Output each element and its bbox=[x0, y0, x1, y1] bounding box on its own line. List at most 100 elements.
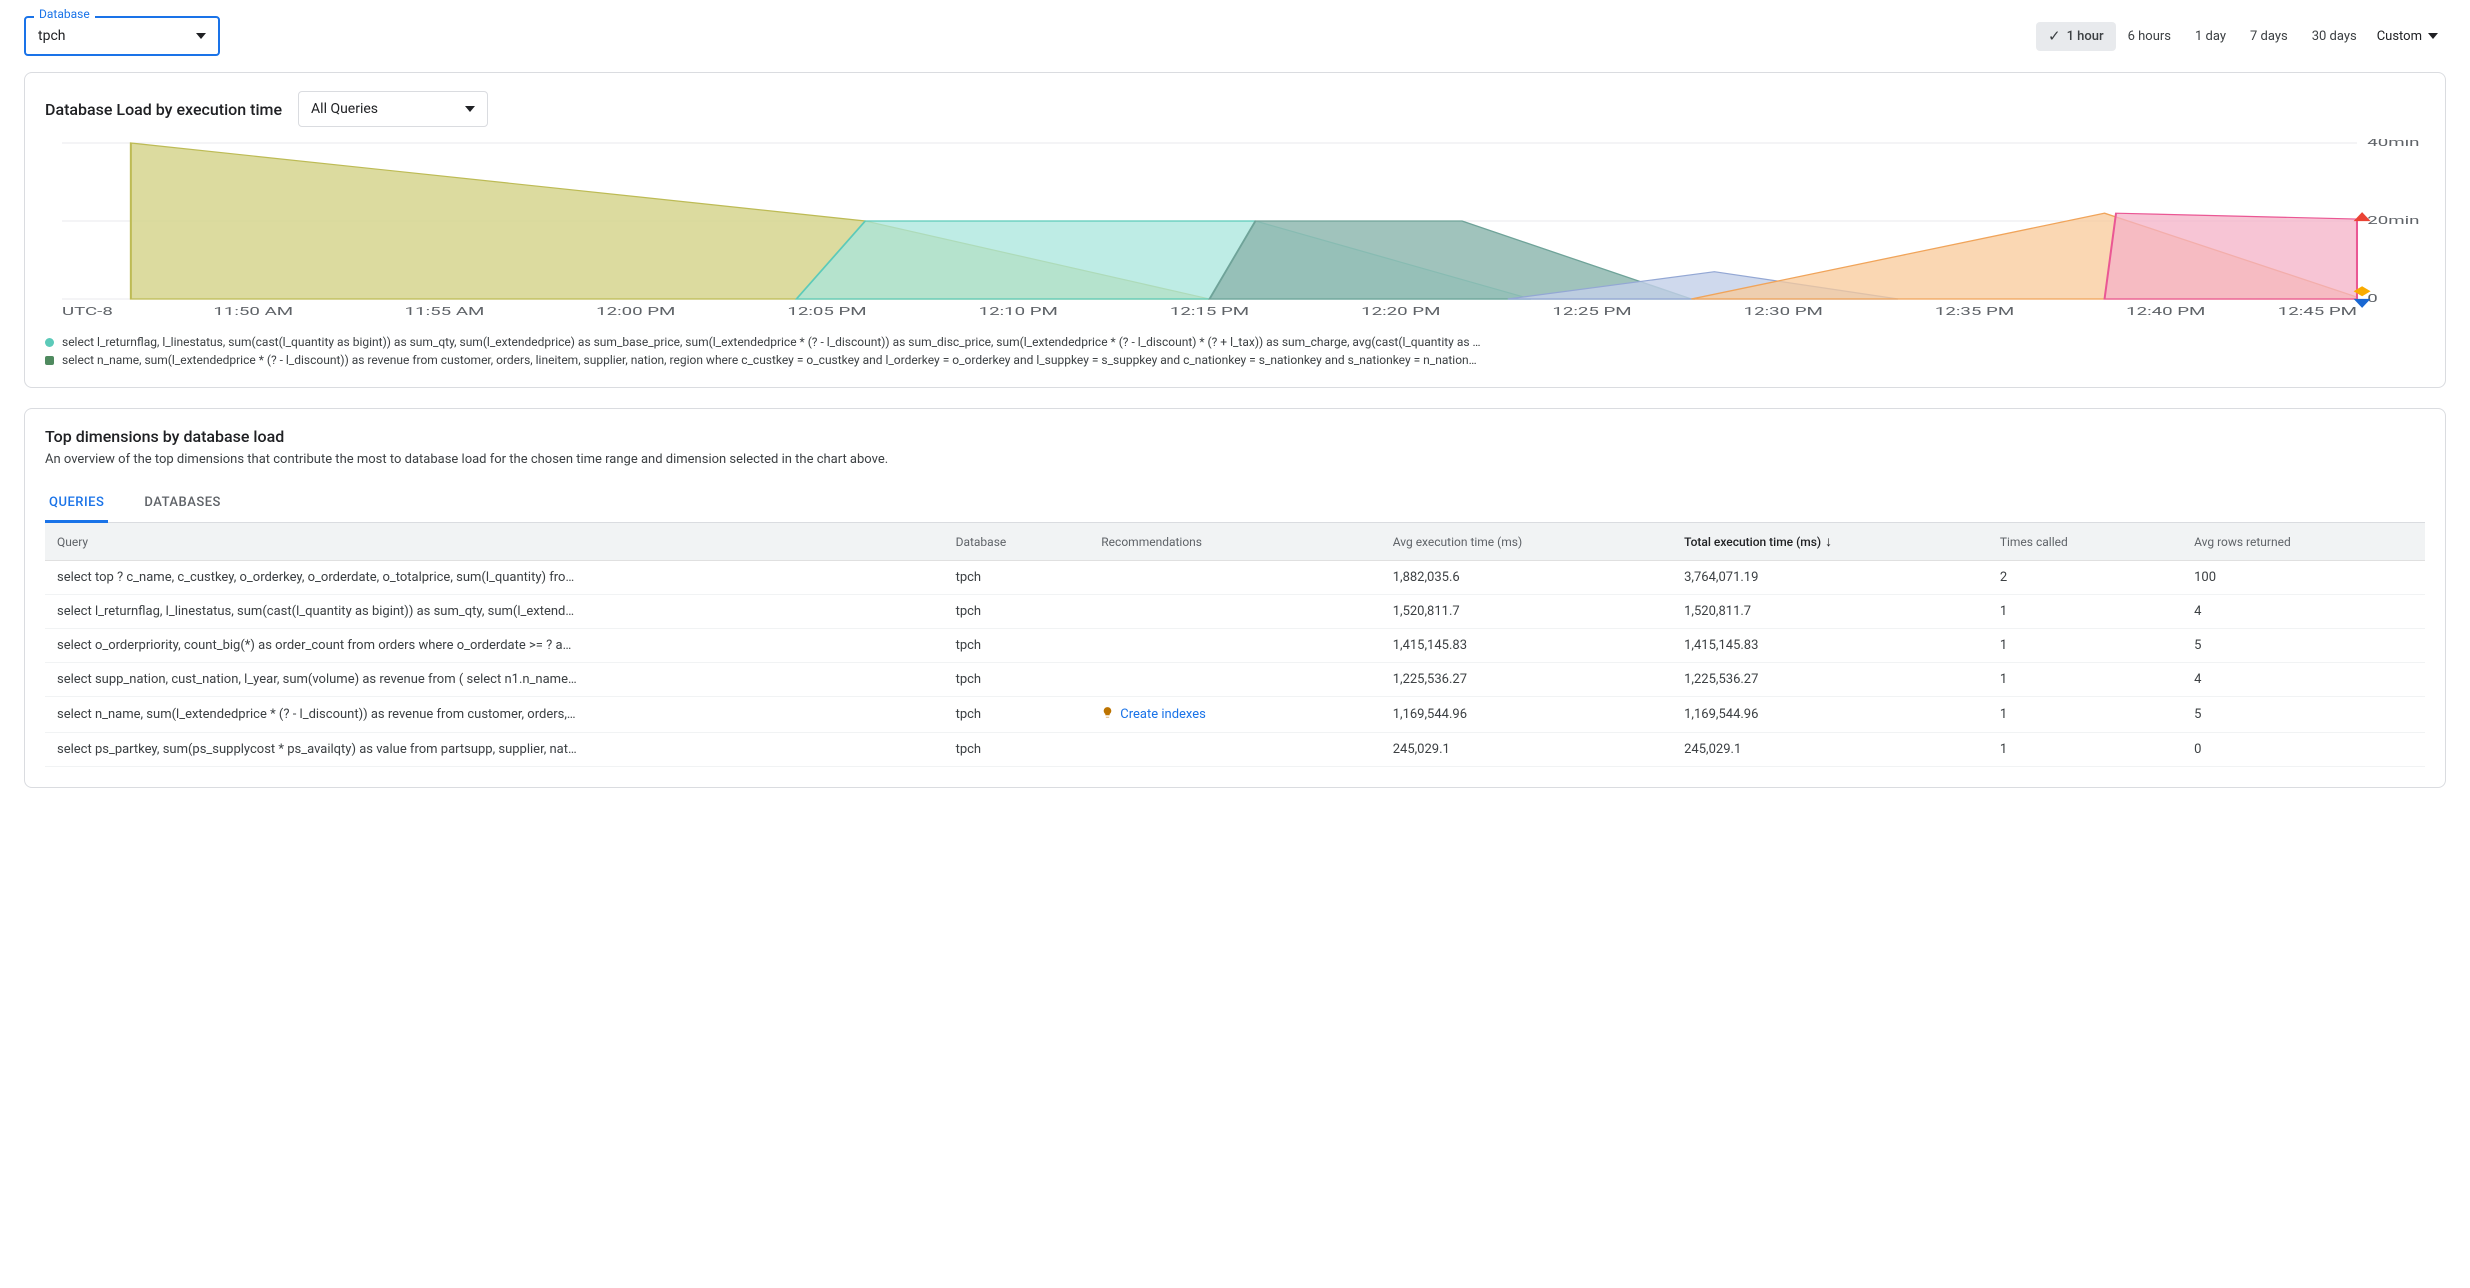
table-row[interactable]: select o_orderpriority, count_big(*) as … bbox=[45, 629, 2425, 663]
legend-item[interactable]: select l_returnflag, l_linestatus, sum(c… bbox=[45, 335, 2413, 349]
load-card-header: Database Load by execution time All Quer… bbox=[45, 91, 2425, 127]
cell-database: tpch bbox=[944, 697, 1090, 733]
col-total_exec[interactable]: Total execution time (ms)↓ bbox=[1672, 523, 1988, 561]
cell-query: select top ? c_name, c_custkey, o_orderk… bbox=[45, 561, 944, 595]
table-row[interactable]: select top ? c_name, c_custkey, o_orderk… bbox=[45, 561, 2425, 595]
col-label: Total execution time (ms) bbox=[1684, 535, 1821, 549]
cell-times_called: 1 bbox=[1988, 629, 2182, 663]
cell-avg_exec: 1,882,035.6 bbox=[1381, 561, 1672, 595]
cell-recommendations bbox=[1089, 561, 1380, 595]
cell-avg_exec: 1,520,811.7 bbox=[1381, 595, 1672, 629]
load-chart-svg: 020min40minUTC-811:50 AM11:55 AM12:00 PM… bbox=[45, 139, 2425, 329]
time-range-7-days[interactable]: 7 days bbox=[2238, 22, 2300, 51]
col-times_called[interactable]: Times called bbox=[1988, 523, 2182, 561]
svg-text:12:00 PM: 12:00 PM bbox=[596, 305, 675, 318]
query-filter-value: All Queries bbox=[311, 101, 378, 117]
table-row[interactable]: select n_name, sum(l_extendedprice * (? … bbox=[45, 697, 2425, 733]
cell-query: select n_name, sum(l_extendedprice * (? … bbox=[45, 697, 944, 733]
cell-total_exec: 1,415,145.83 bbox=[1672, 629, 1988, 663]
time-range-label: 6 hours bbox=[2128, 29, 2171, 44]
load-card: Database Load by execution time All Quer… bbox=[24, 72, 2446, 388]
cell-total_exec: 1,520,811.7 bbox=[1672, 595, 1988, 629]
dimensions-subtitle: An overview of the top dimensions that c… bbox=[45, 452, 2425, 467]
svg-text:12:20 PM: 12:20 PM bbox=[1361, 305, 1440, 318]
dimensions-card: Top dimensions by database load An overv… bbox=[24, 408, 2446, 788]
col-label: Times called bbox=[2000, 535, 2068, 549]
cell-avg_exec: 245,029.1 bbox=[1381, 733, 1672, 767]
col-label: Query bbox=[57, 535, 88, 549]
col-label: Recommendations bbox=[1101, 535, 1202, 549]
legend-item[interactable]: select n_name, sum(l_extendedprice * (? … bbox=[45, 353, 2413, 367]
svg-text:12:25 PM: 12:25 PM bbox=[1552, 305, 1631, 318]
svg-text:11:55 AM: 11:55 AM bbox=[405, 305, 485, 318]
svg-text:12:35 PM: 12:35 PM bbox=[1935, 305, 2014, 318]
cell-avg_exec: 1,169,544.96 bbox=[1381, 697, 1672, 733]
col-label: Database bbox=[956, 535, 1007, 549]
time-range-label: 1 hour bbox=[2067, 29, 2104, 44]
time-range-custom-label: Custom bbox=[2377, 29, 2422, 44]
chevron-down-icon bbox=[2428, 33, 2438, 39]
time-range-custom[interactable]: Custom bbox=[2369, 22, 2446, 51]
cell-avg_rows: 0 bbox=[2182, 733, 2425, 767]
time-range-6-hours[interactable]: 6 hours bbox=[2116, 22, 2183, 51]
table-row[interactable]: select ps_partkey, sum(ps_supplycost * p… bbox=[45, 733, 2425, 767]
database-select[interactable]: tpch bbox=[24, 16, 220, 56]
svg-text:12:30 PM: 12:30 PM bbox=[1744, 305, 1823, 318]
cell-recommendations bbox=[1089, 733, 1380, 767]
cell-database: tpch bbox=[944, 561, 1090, 595]
table-row[interactable]: select supp_nation, cust_nation, l_year,… bbox=[45, 663, 2425, 697]
time-range-1-day[interactable]: 1 day bbox=[2183, 22, 2238, 51]
query-filter-select[interactable]: All Queries bbox=[298, 91, 488, 127]
svg-text:12:10 PM: 12:10 PM bbox=[979, 305, 1058, 318]
cell-avg_exec: 1,225,536.27 bbox=[1381, 663, 1672, 697]
svg-text:12:05 PM: 12:05 PM bbox=[787, 305, 866, 318]
time-range-label: 30 days bbox=[2312, 29, 2357, 44]
table-header-row: Query Database Recommendations Avg executio… bbox=[45, 523, 2425, 561]
cell-recommendations bbox=[1089, 595, 1380, 629]
tab-queries[interactable]: QUERIES bbox=[45, 485, 108, 523]
check-icon: ✓ bbox=[2048, 29, 2061, 44]
cell-times_called: 1 bbox=[1988, 697, 2182, 733]
cell-query: select l_returnflag, l_linestatus, sum(c… bbox=[45, 595, 944, 629]
time-range-30-days[interactable]: 30 days bbox=[2300, 22, 2369, 51]
chevron-down-icon bbox=[196, 33, 206, 39]
col-label: Avg execution time (ms) bbox=[1393, 535, 1522, 549]
cell-recommendations bbox=[1089, 663, 1380, 697]
svg-text:11:50 AM: 11:50 AM bbox=[213, 305, 293, 318]
cell-avg_rows: 5 bbox=[2182, 697, 2425, 733]
cell-total_exec: 1,225,536.27 bbox=[1672, 663, 1988, 697]
col-query[interactable]: Query bbox=[45, 523, 944, 561]
cell-query: select o_orderpriority, count_big(*) as … bbox=[45, 629, 944, 663]
table-body: select top ? c_name, c_custkey, o_orderk… bbox=[45, 561, 2425, 767]
cell-total_exec: 245,029.1 bbox=[1672, 733, 1988, 767]
col-avg_exec[interactable]: Avg execution time (ms) bbox=[1381, 523, 1672, 561]
cell-total_exec: 1,169,544.96 bbox=[1672, 697, 1988, 733]
col-recommendations[interactable]: Recommendations bbox=[1089, 523, 1380, 561]
svg-text:0: 0 bbox=[2367, 292, 2378, 305]
time-range-1-hour[interactable]: ✓ 1 hour bbox=[2036, 22, 2116, 51]
cell-database: tpch bbox=[944, 629, 1090, 663]
tab-databases[interactable]: DATABASES bbox=[140, 485, 225, 523]
create-indexes-link[interactable]: Create indexes bbox=[1101, 706, 1206, 723]
cell-database: tpch bbox=[944, 733, 1090, 767]
database-select-label: Database bbox=[34, 7, 95, 21]
database-select-value: tpch bbox=[38, 28, 65, 44]
cell-database: tpch bbox=[944, 663, 1090, 697]
load-card-title: Database Load by execution time bbox=[45, 100, 282, 119]
legend-text: select n_name, sum(l_extendedprice * (? … bbox=[62, 353, 1477, 367]
cell-database: tpch bbox=[944, 595, 1090, 629]
cell-query: select ps_partkey, sum(ps_supplycost * p… bbox=[45, 733, 944, 767]
cell-times_called: 2 bbox=[1988, 561, 2182, 595]
col-avg_rows[interactable]: Avg rows returned bbox=[2182, 523, 2425, 561]
legend-swatch-icon bbox=[45, 338, 54, 347]
svg-text:12:15 PM: 12:15 PM bbox=[1170, 305, 1249, 318]
col-label: Avg rows returned bbox=[2194, 535, 2291, 549]
dimensions-tabs: QUERIES DATABASES bbox=[45, 485, 2425, 523]
time-range-label: 7 days bbox=[2250, 29, 2288, 44]
database-select-wrap: Database tpch bbox=[24, 16, 220, 56]
dimensions-table: Query Database Recommendations Avg executio… bbox=[45, 523, 2425, 767]
table-row[interactable]: select l_returnflag, l_linestatus, sum(c… bbox=[45, 595, 2425, 629]
col-database[interactable]: Database bbox=[944, 523, 1090, 561]
cell-times_called: 1 bbox=[1988, 663, 2182, 697]
cell-times_called: 1 bbox=[1988, 733, 2182, 767]
